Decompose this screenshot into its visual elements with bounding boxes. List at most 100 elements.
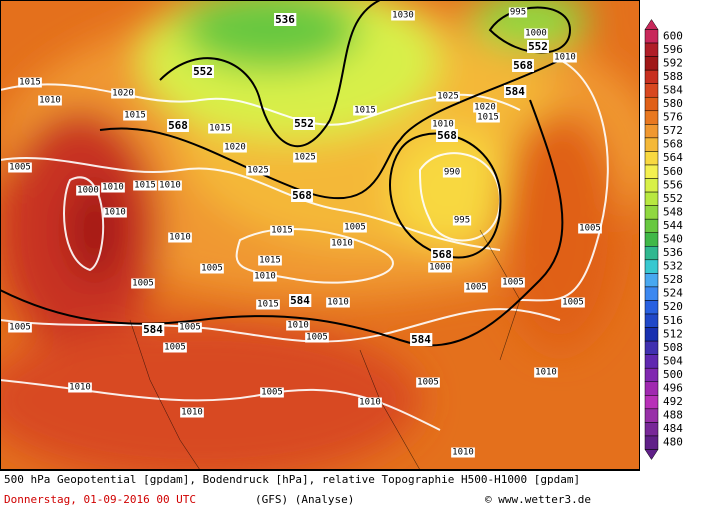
isobar-label: 1005 [132,279,154,289]
footer-credit: © www.wetter3.de [485,493,591,506]
isobar-label-bg [286,320,310,331]
geopotential-label-bg [293,117,315,130]
scale-cell [644,232,659,247]
scale-cell [644,29,659,44]
isobar-label-bg [578,223,602,234]
geopotential-label-bg [436,129,458,142]
isobar-label: 1015 [209,124,231,134]
scale-cell [644,178,659,193]
isobar-label-bg [101,182,125,193]
isobar-label-bg [131,278,155,289]
geopotential-label: 568 [437,129,457,142]
scale-label: 520 [663,300,683,313]
scale-label: 504 [663,354,683,367]
isobar-label-bg [256,299,280,310]
isobar-label-bg [260,387,284,398]
isobar-label-bg [180,407,204,418]
isobar-label-bg [111,88,135,99]
isobar-label: 1010 [359,398,381,408]
scale-label: 532 [663,260,683,273]
isobar-label: 1005 [9,323,31,333]
scale-label: 524 [663,287,683,300]
scale-cell [644,69,659,84]
isobar-label: 1015 [477,113,499,123]
scale-label: 588 [663,70,683,83]
geopotential-label-bg [504,85,527,98]
scale-label: 500 [663,368,683,381]
isobar-label: 1015 [124,111,146,121]
isobar-label: 1020 [224,143,246,153]
geopotential-label: 536 [275,13,295,26]
isobar-label: 1020 [112,89,134,99]
isobar-label-bg [258,255,282,266]
scale-label: 540 [663,233,683,246]
isobar-label: 1005 [201,264,223,274]
scale-cell [644,137,659,152]
isobar-label-bg [163,342,187,353]
scale-cell [644,313,659,328]
isobar-label-bg [501,277,525,288]
isobar-label-bg [428,262,452,273]
isobar-label: 1005 [164,343,186,353]
geopotential-label: 552 [294,117,314,130]
scale-label: 556 [663,178,683,191]
scale-cell [644,367,659,383]
isobar-label: 1030 [392,11,414,21]
isobar-label-bg [208,123,232,134]
isobar-label-bg [293,152,317,163]
isobar-label: 1010 [554,53,576,63]
scale-label: 560 [663,165,683,178]
scale-cell [644,83,659,98]
isobar-label: 1010 [159,181,181,191]
isobar-label: 1000 [429,263,451,273]
scale-cell [644,395,659,410]
isobar-label: 1005 [344,223,366,233]
scale-cell [644,96,659,112]
isobar-label-bg [330,238,354,249]
isobar-label-bg [561,297,585,308]
scale-cell [644,124,659,139]
isobar-label-bg [178,322,202,333]
isobar-label-bg [305,332,329,343]
geopotential-label: 584 [143,323,163,336]
geopotential-label: 568 [168,119,188,132]
geopotential-label: 568 [432,248,452,261]
isobar-label-bg [168,232,192,243]
geopotential-label-bg [289,294,312,307]
scale-label: 584 [663,83,683,96]
isobar-label: 1005 [502,278,524,288]
isobar-label-bg [223,142,247,153]
geopotential-label: 568 [513,59,533,72]
isobar-label: 1005 [306,333,328,343]
geopotential-label-bg [274,13,297,26]
isobar-label: 1005 [179,323,201,333]
isobar-label: 1010 [432,120,454,130]
isobar-label: 990 [444,168,460,178]
isobar-label-bg [391,10,415,21]
scale-cell [644,218,659,233]
geopotential-label: 568 [292,189,312,202]
isobar-label-bg [123,110,147,121]
isobar-label-bg [133,180,157,191]
isobar-label: 995 [454,216,470,226]
isobar-label-bg [442,167,462,178]
isobar-label-bg [534,367,558,378]
isobar-label: 995 [510,8,526,18]
scale-cell [644,151,659,166]
scale-cell [644,408,659,423]
scale-cap-bottom [644,449,659,460]
isobar-label: 1000 [77,186,99,196]
isobar-label: 1010 [327,298,349,308]
isobar-label-bg [158,180,182,191]
isobar-label: 1015 [257,300,279,310]
scale-cell [644,42,659,57]
isobar-label-bg [353,105,377,116]
isobar-label: 1010 [169,233,191,243]
scale-label: 552 [663,192,683,205]
geopotential-label: 552 [528,40,548,53]
isobar-label: 1010 [287,321,309,331]
isobar-label-bg [246,165,270,176]
isobar-label: 1020 [474,103,496,113]
isobar-label-bg [476,112,500,123]
scale-label: 480 [663,436,683,449]
